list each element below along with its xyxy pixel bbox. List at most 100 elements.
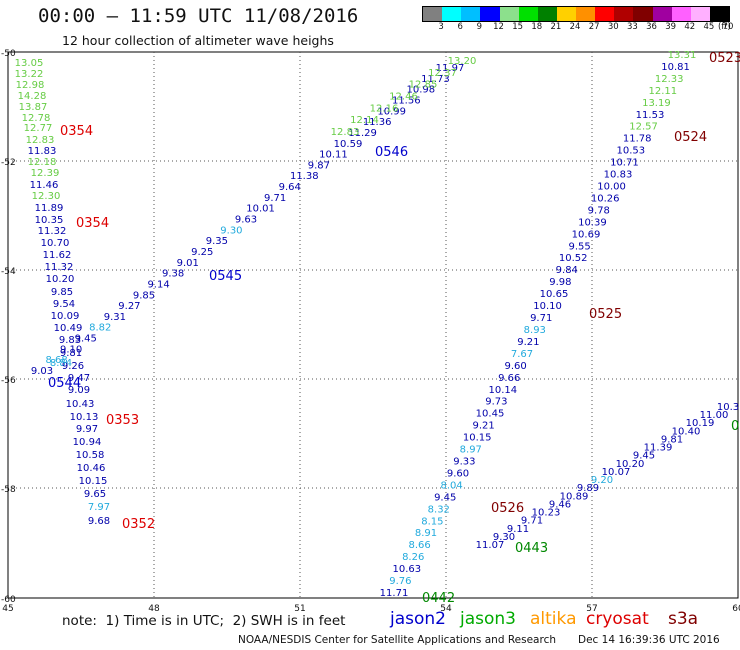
lat-tick-label: -50 [1, 49, 16, 59]
legend-swatch [537, 7, 557, 21]
wave-height-label: 10.69 [572, 229, 601, 240]
pass-time-label: 0 [731, 419, 739, 434]
wave-height-label: 11.78 [623, 134, 652, 145]
wave-height-label: 12.78 [22, 113, 51, 124]
legend-swatch [671, 7, 691, 21]
legend-swatch [461, 7, 481, 21]
legend-tick-label: 70 [722, 22, 734, 32]
map-subtitle: 12 hour collection of altimeter wave hei… [62, 33, 334, 48]
wave-height-label: 7.67 [511, 349, 533, 360]
wave-height-label: 9.35 [206, 236, 228, 247]
wave-height-label: 12.57 [629, 122, 658, 133]
wave-height-label: 9.68 [88, 516, 110, 527]
wave-height-label: 10.99 [377, 106, 406, 117]
wave-height-label: 13.22 [15, 69, 44, 80]
satellite-legend-jason2: jason2 [390, 609, 446, 629]
pass-time-label: 0544 [48, 376, 81, 391]
wave-height-label: 10.83 [604, 170, 633, 181]
wave-height-label: 11.07 [476, 540, 505, 551]
wave-height-label: 8.93 [524, 325, 546, 336]
wave-height-label: 9.84 [556, 265, 578, 276]
wave-height-label: 12.33 [655, 74, 684, 85]
wave-height-label: 9.27 [118, 301, 140, 312]
wave-height-label: 10.43 [66, 399, 95, 410]
wave-height-label: 11.53 [636, 110, 665, 121]
wave-height-label: 10.49 [54, 323, 83, 334]
wave-height-label: 9.64 [279, 182, 301, 193]
wave-height-label: 9.46 [549, 499, 571, 510]
wave-height-label: 9.87 [308, 160, 330, 171]
wave-height-label: 9.10 [60, 344, 82, 355]
wave-height-label: 10.89 [560, 491, 589, 502]
wave-height-label: 10.81 [661, 62, 690, 73]
wave-height-label: 13.31 [668, 50, 697, 61]
wave-height-label: 9.71 [521, 516, 543, 527]
wave-height-label: 12.37 [428, 68, 457, 79]
wave-height-label: 9.81 [60, 348, 82, 359]
wave-height-label: 8.97 [460, 445, 482, 456]
wave-height-label: 9.81 [661, 434, 683, 445]
satellite-legend-s3a: s3a [668, 609, 699, 629]
legend-tick-label: 39 [665, 22, 677, 32]
wave-height-label: 10.35 [35, 215, 64, 226]
wave-height-label: 10.52 [559, 253, 588, 264]
wave-height-label: 11.32 [38, 226, 67, 237]
wave-height-label: 10.70 [41, 238, 70, 249]
wave-height-label: 10.07 [602, 467, 631, 478]
wave-height-label: 9.33 [453, 456, 475, 467]
wave-height-label: 9.85 [51, 287, 73, 298]
pass-time-label: 0442 [422, 591, 455, 606]
wave-height-label: 11.56 [392, 95, 421, 106]
wave-height-label: 9.60 [504, 361, 526, 372]
wave-height-label: 9.20 [591, 475, 613, 486]
wave-height-label: 10.14 [488, 385, 517, 396]
wave-height-label: 9.60 [447, 468, 469, 479]
wave-height-label: 10.15 [463, 433, 492, 444]
wave-height-label: 9.98 [549, 277, 571, 288]
legend-swatch [556, 7, 576, 21]
wave-height-label: 9.85 [133, 290, 155, 301]
footer-note: note: 1) Time is in UTC; 2) SWH is in fe… [62, 613, 346, 629]
map-title: 00:00 – 11:59 UTC 11/08/2016 [38, 5, 359, 27]
credit-text: NOAA/NESDIS Center for Satellite Applica… [238, 634, 556, 646]
wave-height-label: 9.30 [493, 532, 515, 543]
wave-height-label: 8.82 [89, 323, 111, 334]
wave-height-label: 12.83 [331, 127, 360, 138]
wave-height-label: 9.97 [76, 424, 98, 435]
satellite-legend-altika: altika [530, 609, 577, 629]
legend-tick-label: 6 [457, 22, 463, 32]
wave-height-label: 9.11 [507, 524, 529, 535]
color-legend-ticks: 3 6 9 12 15 18 21 24 27 30 33 36 39 42 45 70 [422, 22, 733, 36]
wave-height-label: 11.71 [380, 588, 409, 599]
lat-tick-label: -56 [1, 376, 16, 386]
wave-height-label: 9.65 [84, 489, 106, 500]
wave-height-label: 10.58 [76, 450, 105, 461]
wave-height-label: 8.66 [408, 540, 430, 551]
wave-height-label: 9.45 [434, 492, 456, 503]
wave-height-label: 12.16 [370, 103, 399, 114]
wave-height-label: 11.73 [421, 74, 450, 85]
pass-time-label: 0524 [674, 130, 707, 145]
pass-time-label: 0546 [375, 145, 408, 160]
lon-tick-label: 54 [440, 604, 452, 614]
wave-height-label: 12.83 [26, 135, 55, 146]
wave-height-label: 9.14 [147, 279, 169, 290]
wave-height-label: 7.97 [88, 502, 110, 513]
lon-tick-label: 57 [586, 604, 597, 614]
pass-time-label: 0525 [589, 307, 622, 322]
legend-swatch [480, 7, 500, 21]
pass-time-label: 0526 [491, 501, 524, 516]
pass-time-label: 0354 [76, 216, 109, 231]
wave-height-label: 10.01 [246, 204, 275, 215]
wave-height-label: 10.71 [610, 158, 639, 169]
legend-swatch [518, 7, 538, 21]
wave-height-label: 11.97 [436, 63, 465, 74]
wave-height-label: 8.15 [421, 516, 443, 527]
wave-height-label: 10.39 [578, 217, 607, 228]
wave-height-label: 11.36 [363, 117, 392, 128]
legend-swatch [442, 7, 462, 21]
wave-height-label: 10.94 [73, 437, 102, 448]
legend-swatch [576, 7, 596, 21]
wave-height-label: 10.63 [392, 564, 421, 575]
wave-height-label: 11.00 [700, 410, 729, 421]
